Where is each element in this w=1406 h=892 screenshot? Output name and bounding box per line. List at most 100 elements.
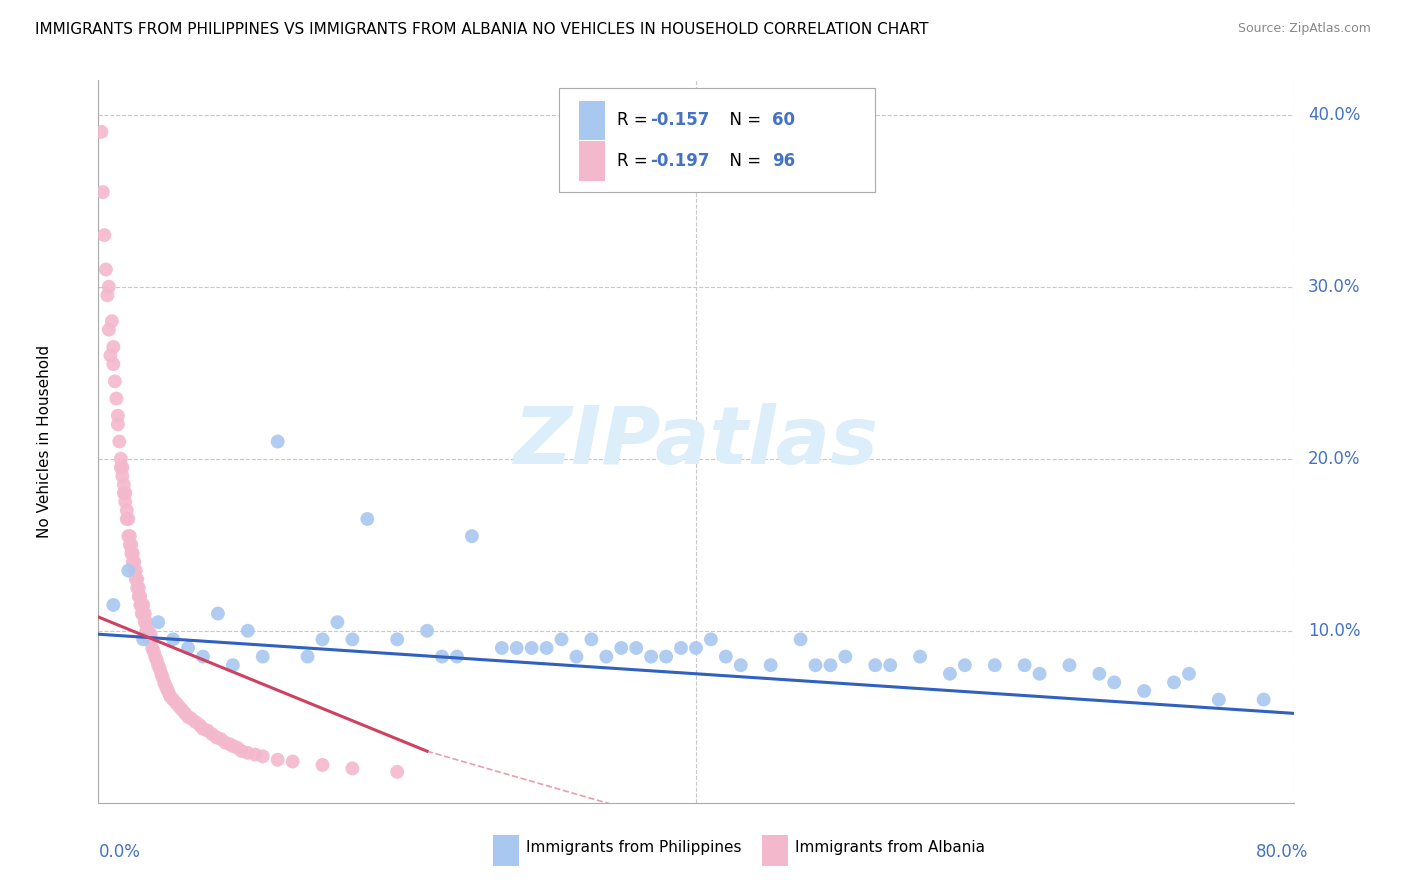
Point <box>127 572 149 586</box>
Point <box>214 735 236 749</box>
Point <box>207 607 229 621</box>
Text: 60: 60 <box>772 112 796 129</box>
Point <box>125 564 148 578</box>
Point <box>125 572 148 586</box>
Point <box>804 658 827 673</box>
Point <box>669 640 692 655</box>
Point <box>129 590 152 604</box>
Point <box>326 615 349 630</box>
Point <box>107 417 129 432</box>
Point <box>117 512 139 526</box>
Point <box>132 598 155 612</box>
Point <box>385 632 409 647</box>
Text: N =: N = <box>718 153 766 170</box>
Point <box>97 279 120 293</box>
Text: 10.0%: 10.0% <box>1308 622 1361 640</box>
Point <box>117 564 139 578</box>
Point <box>120 538 142 552</box>
Point <box>184 714 207 729</box>
Point <box>908 649 931 664</box>
Text: Source: ZipAtlas.com: Source: ZipAtlas.com <box>1237 22 1371 36</box>
Text: Immigrants from Philippines: Immigrants from Philippines <box>526 840 742 855</box>
Point <box>114 486 136 500</box>
Point <box>1088 666 1111 681</box>
Point <box>188 718 211 732</box>
Point <box>159 689 181 703</box>
Point <box>121 555 143 569</box>
Point <box>129 598 152 612</box>
Point <box>610 640 633 655</box>
Point <box>97 323 120 337</box>
Point <box>167 699 190 714</box>
Point <box>134 607 156 621</box>
Text: -0.157: -0.157 <box>651 112 710 129</box>
Point <box>143 649 166 664</box>
Point <box>157 686 180 700</box>
Point <box>1208 692 1230 706</box>
Point <box>96 288 118 302</box>
Point <box>191 649 214 664</box>
Point <box>141 640 163 655</box>
Point <box>117 529 139 543</box>
Text: R =: R = <box>617 153 654 170</box>
Point <box>385 764 409 779</box>
FancyBboxPatch shape <box>558 87 876 193</box>
Point <box>820 658 842 673</box>
Point <box>165 696 187 710</box>
Point <box>461 529 484 543</box>
Point <box>205 731 228 745</box>
Text: -0.197: -0.197 <box>651 153 710 170</box>
Point <box>430 649 453 664</box>
Text: R =: R = <box>617 112 654 129</box>
Point <box>939 666 962 681</box>
Point <box>219 737 242 751</box>
Point <box>1253 692 1275 706</box>
Point <box>297 649 319 664</box>
Point <box>138 632 160 647</box>
Point <box>446 649 468 664</box>
Point <box>180 712 202 726</box>
Point <box>984 658 1007 673</box>
Point <box>134 615 156 630</box>
Point <box>1014 658 1036 673</box>
Point <box>135 624 157 638</box>
Text: 20.0%: 20.0% <box>1308 450 1361 467</box>
Point <box>120 546 142 560</box>
Text: No Vehicles in Household: No Vehicles in Household <box>37 345 52 538</box>
Point <box>107 409 129 423</box>
Point <box>626 640 648 655</box>
Point <box>93 228 115 243</box>
Point <box>685 640 707 655</box>
Point <box>128 590 150 604</box>
Point <box>131 607 153 621</box>
Text: 80.0%: 80.0% <box>1256 843 1308 861</box>
Point <box>136 624 159 638</box>
Point <box>759 658 782 673</box>
Point <box>91 185 114 199</box>
Point <box>145 653 167 667</box>
Text: 30.0%: 30.0% <box>1308 277 1361 296</box>
Point <box>595 649 617 664</box>
Point <box>1178 666 1201 681</box>
Point <box>115 512 138 526</box>
Point <box>152 670 174 684</box>
Text: Immigrants from Albania: Immigrants from Albania <box>796 840 986 855</box>
Point <box>953 658 976 673</box>
FancyBboxPatch shape <box>762 835 787 865</box>
Point <box>156 682 179 697</box>
Text: N =: N = <box>718 112 766 129</box>
Point <box>879 658 901 673</box>
Point <box>714 649 737 664</box>
Point <box>201 727 224 741</box>
Point <box>865 658 887 673</box>
Point <box>267 753 290 767</box>
Point <box>111 469 134 483</box>
Point <box>1059 658 1081 673</box>
Point <box>245 747 267 762</box>
Point <box>342 761 364 775</box>
Point <box>1104 675 1126 690</box>
Point <box>90 125 112 139</box>
Point <box>416 624 439 638</box>
Point <box>103 357 125 371</box>
Point <box>118 529 141 543</box>
